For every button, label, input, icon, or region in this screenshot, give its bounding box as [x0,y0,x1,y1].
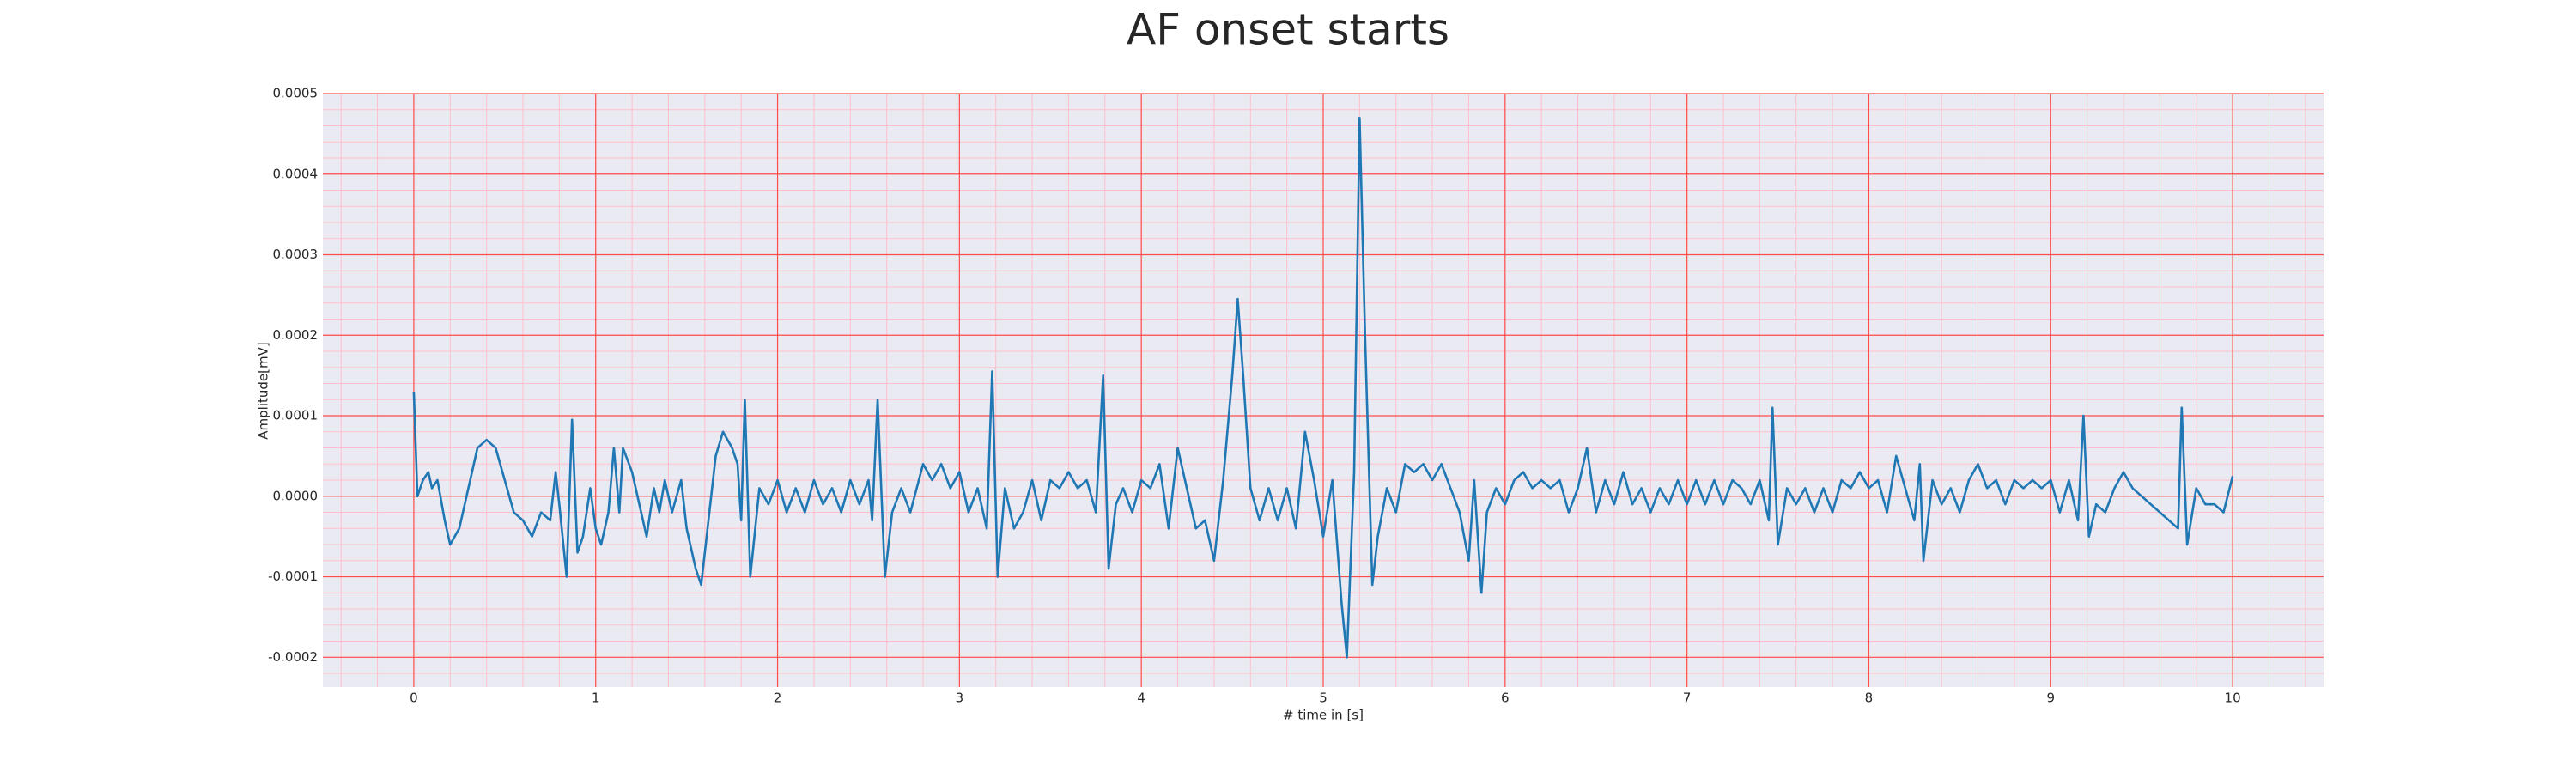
x-tick-label: 8 [1865,691,1874,706]
y-tick-label: 0.0004 [273,166,319,181]
x-axis-label: # time in [s] [1283,708,1364,723]
x-tick-label: 6 [1501,691,1510,706]
y-tick-label: -0.0001 [268,569,318,584]
y-tick-label: 0.0005 [273,86,319,101]
x-tick-label: 1 [592,691,600,706]
line-series [412,116,2234,659]
y-tick-label: 0.0003 [273,247,319,262]
y-axis-label: Amplitude[mV] [256,342,271,439]
x-tick-label: 9 [2046,691,2055,706]
y-tick-label: -0.0002 [268,649,318,665]
x-tick-label: 5 [1319,691,1327,706]
y-tick-label: 0.0002 [273,327,319,343]
chart-title: AF onset starts [1127,5,1449,55]
x-tick-label: 10 [2225,691,2241,706]
x-tick-label: 4 [1137,691,1145,706]
y-tick-label: 0.0001 [273,408,319,423]
y-tick-label: 0.0000 [273,488,319,503]
x-tick-label: 7 [1683,691,1692,706]
x-tick-label: 0 [410,691,418,706]
x-tick-label: 3 [956,691,964,706]
x-tick-label: 2 [774,691,782,706]
